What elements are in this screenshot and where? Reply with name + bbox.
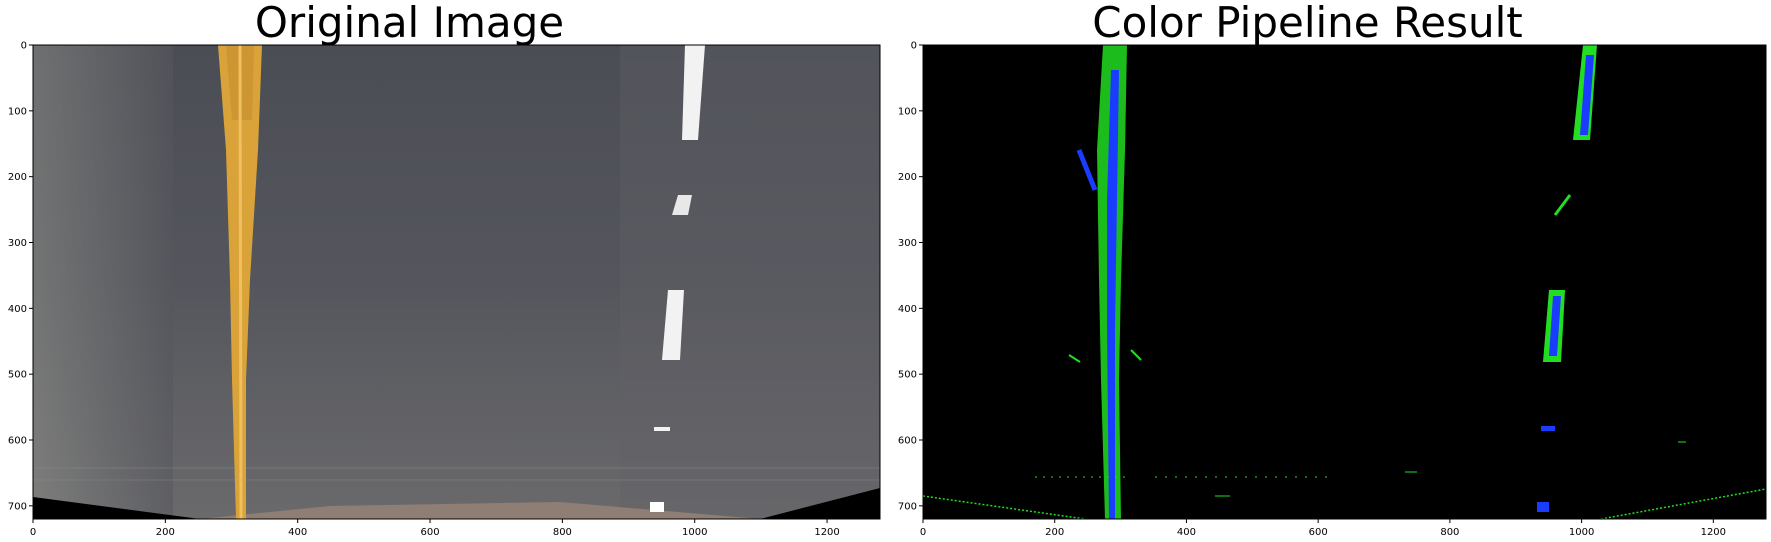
y-tick-label: 400 xyxy=(8,304,27,315)
x-tick-label: 0 xyxy=(920,527,926,538)
right-lane-detection xyxy=(1537,45,1597,512)
color-pipeline-plot: 0 200 400 600 800 1000 1200 0 100 200 300 400 500 60… xyxy=(898,41,1767,538)
color-pipeline-title: Color Pipeline Result xyxy=(1092,0,1523,47)
x-tick-label: 0 xyxy=(30,527,36,538)
original-image-plot: 0 200 400 600 800 1000 1200 0 100 200 300 400 500 60… xyxy=(8,41,881,538)
x-tick-label: 1000 xyxy=(682,527,707,538)
road-edge-detections xyxy=(922,441,1767,520)
y-tick-label: 600 xyxy=(898,436,917,447)
y-tick-label: 200 xyxy=(898,172,917,183)
x-tick-label: 600 xyxy=(1309,527,1328,538)
yellow-lane-line xyxy=(218,44,262,520)
y-tick-label: 300 xyxy=(8,238,27,249)
original-x-ticks: 0 200 400 600 800 1000 1200 xyxy=(30,519,840,538)
y-tick-label: 500 xyxy=(8,370,27,381)
y-tick-label: 400 xyxy=(898,304,917,315)
color-pipeline-panel: Color Pipeline Result xyxy=(885,0,1770,542)
x-tick-label: 600 xyxy=(420,527,439,538)
y-tick-label: 300 xyxy=(898,238,917,249)
y-tick-label: 700 xyxy=(8,501,27,512)
y-tick-label: 0 xyxy=(21,41,27,52)
left-lane-detection xyxy=(1068,45,1142,519)
pipeline-y-ticks: 0 100 200 300 400 500 600 700 xyxy=(898,41,923,512)
pipeline-black-background xyxy=(923,45,1766,519)
x-tick-label: 200 xyxy=(156,527,175,538)
x-tick-label: 1200 xyxy=(814,527,839,538)
y-tick-label: 100 xyxy=(8,106,27,117)
x-tick-label: 1200 xyxy=(1701,527,1726,538)
original-image-title: Original Image xyxy=(254,0,565,47)
pipeline-axes-frame xyxy=(922,44,1767,520)
x-tick-label: 400 xyxy=(288,527,307,538)
y-tick-label: 700 xyxy=(898,501,917,512)
x-tick-label: 400 xyxy=(1177,527,1196,538)
x-tick-label: 200 xyxy=(1045,527,1064,538)
pipeline-x-ticks: 0 200 400 600 800 1000 1200 xyxy=(920,519,1726,538)
white-lane-dashes xyxy=(650,45,705,512)
x-tick-label: 800 xyxy=(1440,527,1459,538)
original-image-panel: Original Image xyxy=(0,0,885,542)
y-tick-label: 0 xyxy=(911,41,917,52)
x-tick-label: 800 xyxy=(553,527,572,538)
y-tick-label: 600 xyxy=(8,436,27,447)
road-photo xyxy=(33,45,880,519)
original-axes-frame xyxy=(32,44,881,520)
y-tick-label: 100 xyxy=(898,106,917,117)
y-tick-label: 500 xyxy=(898,370,917,381)
original-y-ticks: 0 100 200 300 400 500 600 700 xyxy=(8,41,33,512)
x-tick-label: 1000 xyxy=(1569,527,1594,538)
y-tick-label: 200 xyxy=(8,172,27,183)
